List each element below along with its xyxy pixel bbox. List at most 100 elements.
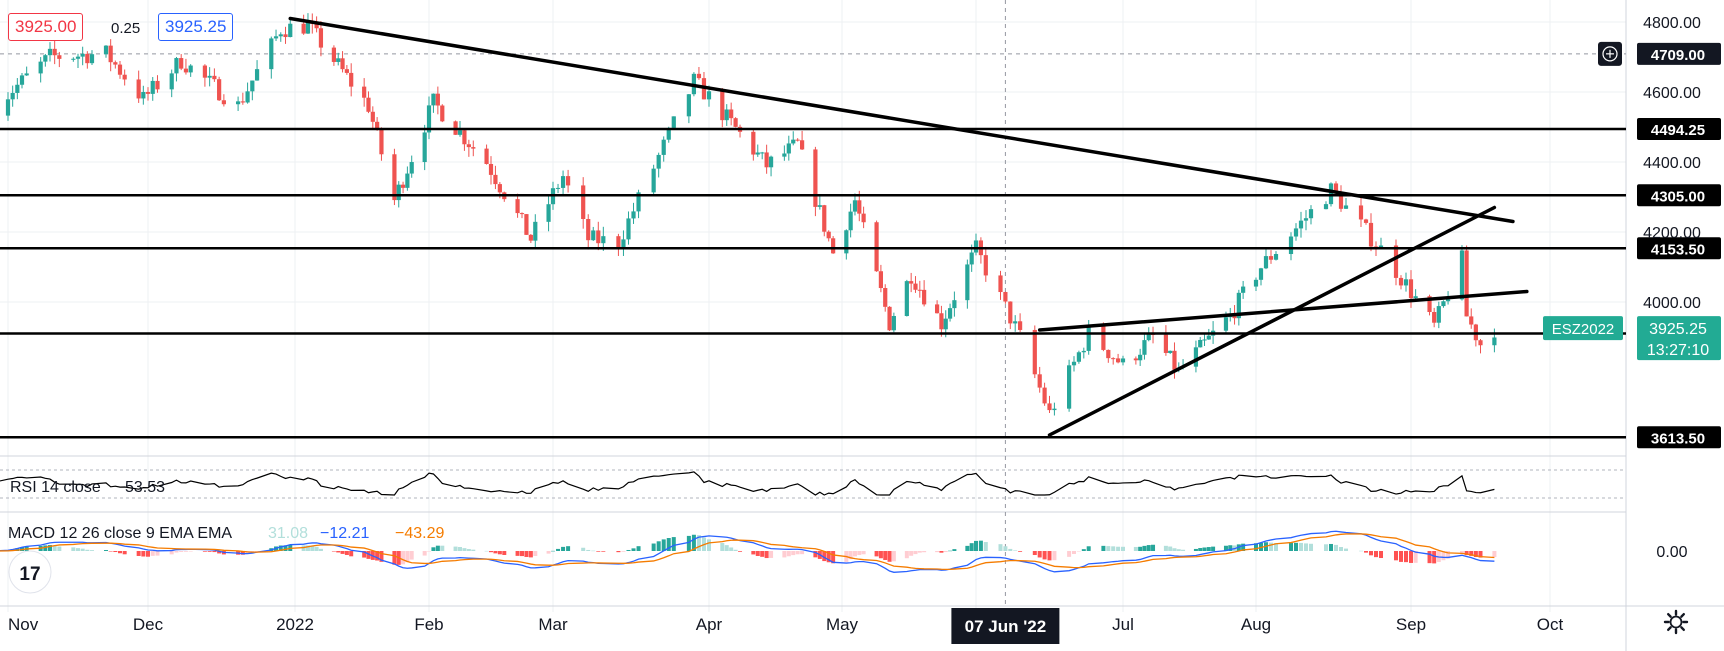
price-tick-label: 4400.00 (1643, 155, 1701, 172)
symbol-label: ESZ2022 (1552, 321, 1615, 338)
macd-histogram-bar (666, 538, 671, 551)
candle-down (813, 149, 818, 207)
macd-histogram-bar (691, 534, 696, 551)
macd-histogram-bar (791, 551, 796, 556)
candle-up (305, 21, 311, 34)
macd-histogram-bar (336, 551, 341, 553)
crosshair-date-label: 07 Jun '22 (965, 617, 1047, 636)
level-label-bg (1637, 118, 1721, 141)
candle-up (1193, 347, 1199, 367)
candle-down (1393, 245, 1399, 278)
macd-histogram-bar (515, 551, 520, 556)
macd-histogram-bar (969, 543, 974, 551)
candle-up (969, 252, 974, 265)
candle-up (169, 73, 174, 90)
macd-histogram-bar (751, 551, 756, 555)
macd-histogram-bar (581, 547, 586, 551)
macd-histogram-bar (48, 545, 52, 551)
macd-histogram-bar (331, 551, 336, 552)
macd-histogram-bar (212, 551, 217, 553)
macd-histogram-bar (1369, 551, 1373, 556)
macd-histogram-bar (696, 535, 701, 551)
macd-histogram-bar (318, 548, 323, 551)
candle-up (1142, 340, 1147, 355)
macd-histogram-bar (561, 546, 566, 551)
candle-down (696, 73, 702, 79)
macd-histogram-bar (1274, 543, 1278, 551)
macd-histogram-bar (586, 549, 591, 551)
macd-histogram-bar (631, 548, 636, 551)
macd-histogram (6, 534, 1497, 565)
candle-up (43, 55, 48, 62)
candle-down (822, 205, 827, 232)
candle-up (1445, 299, 1451, 302)
macd-histogram-bar (1399, 551, 1403, 562)
macd-histogram-bar (1172, 548, 1177, 551)
candle-up (560, 176, 566, 188)
candle-up (1288, 236, 1294, 255)
macd-histogram-bar (431, 547, 436, 551)
candle-up (1293, 228, 1299, 237)
candle-down (145, 92, 151, 94)
macd-histogram-bar (1133, 546, 1138, 551)
macd-histogram-bar (651, 543, 656, 551)
macd-histogram-bar (974, 540, 978, 551)
candle-down (565, 176, 571, 186)
candle-down (392, 154, 397, 201)
macd-histogram-bar (983, 542, 988, 551)
candle-up (19, 75, 25, 85)
macd-histogram-bar (90, 550, 94, 551)
candle-up (188, 65, 193, 73)
macd-histogram-bar (379, 551, 384, 562)
settings-gear-icon[interactable] (1662, 608, 1690, 636)
macd-histogram-bar (1309, 543, 1313, 551)
macd-hist-value: 31.08 (268, 525, 308, 542)
macd-value: −12.21 (320, 525, 369, 542)
macd-histogram-bar (948, 550, 953, 552)
candle-down (861, 213, 866, 223)
macd-histogram-bar (724, 545, 729, 551)
macd-histogram-bar (831, 551, 836, 564)
macd-histogram-bar (1163, 545, 1168, 551)
macd-histogram-bar (626, 549, 631, 551)
candle-up (1413, 296, 1418, 299)
macd-histogram-bar (349, 551, 354, 557)
candle-down (883, 288, 888, 307)
time-axis-label: Apr (696, 615, 723, 634)
macd-histogram-bar (878, 551, 883, 559)
candle-up (245, 91, 250, 103)
macd-histogram-bar (1409, 551, 1413, 563)
macd-histogram-bar (671, 537, 676, 551)
candle-down (122, 74, 127, 80)
macd-histogram-bar (453, 546, 458, 551)
candle-down (751, 131, 756, 155)
macd-histogram-bar (392, 551, 397, 565)
crosshair-price-label: 4709.00 (1651, 47, 1705, 64)
macd-histogram-bar (556, 548, 561, 551)
macd-histogram-bar (1013, 550, 1018, 551)
bid-price-badge[interactable]: 3925.00 (8, 13, 84, 41)
candle-up (904, 281, 909, 317)
candle-down (524, 214, 529, 235)
candle-up (1052, 408, 1057, 411)
macd-histogram-bar (310, 545, 315, 551)
macd-histogram-bar (874, 551, 879, 557)
macd-histogram-bar (314, 546, 319, 551)
macd-histogram-bar (174, 551, 179, 553)
macd-histogram-bar (146, 551, 150, 557)
candle-down (1037, 374, 1042, 388)
macd-histogram-bar (596, 551, 601, 552)
macd-histogram-bar (240, 551, 245, 555)
candle-down (913, 283, 918, 290)
candle-up (38, 61, 43, 74)
candle-down (1368, 222, 1374, 247)
candle-down (349, 72, 354, 87)
candle-down (435, 93, 440, 106)
candle-down (764, 152, 769, 168)
candle-up (207, 75, 212, 78)
candle-up (947, 308, 953, 319)
ask-price-badge[interactable]: 3925.25 (158, 13, 234, 41)
candle-up (426, 105, 432, 133)
candle-down (1116, 358, 1121, 363)
